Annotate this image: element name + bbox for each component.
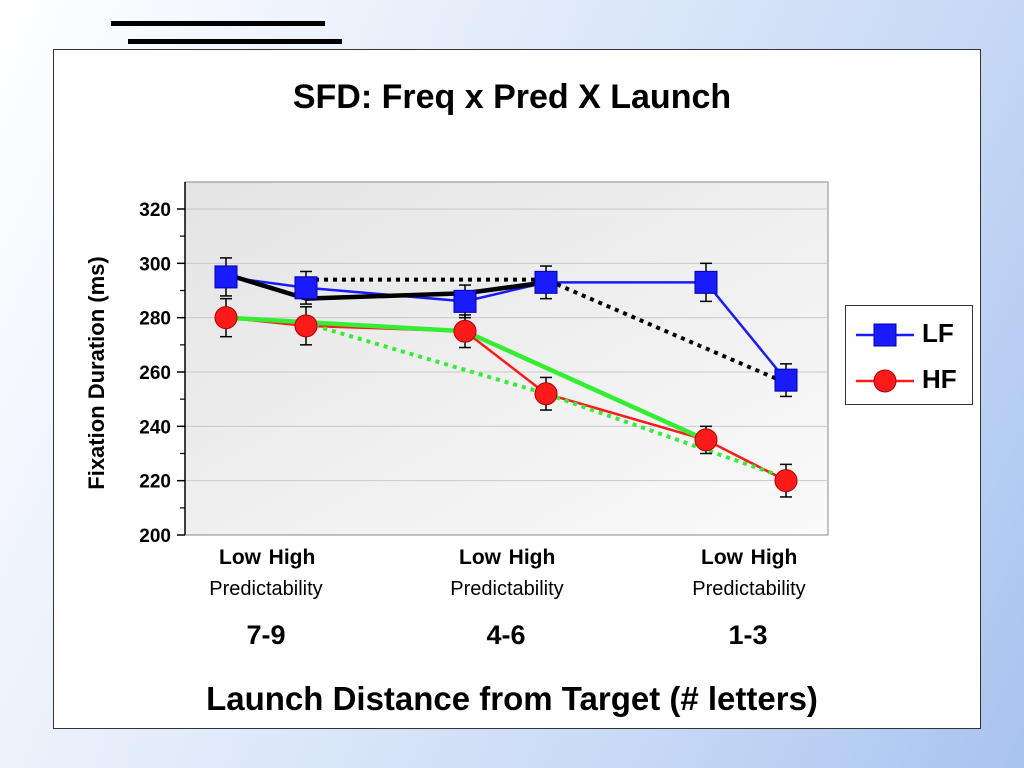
y-tick-label: 280 <box>139 309 171 330</box>
high-label: High <box>268 546 316 569</box>
fit-line-black-dotted <box>306 277 787 385</box>
y-tick-label: 240 <box>139 417 171 438</box>
legend-item-lf: LF <box>846 314 972 354</box>
data-point-hf <box>694 428 718 452</box>
data-point-lf <box>214 265 238 289</box>
data-point-hf <box>534 382 558 406</box>
data-point-lf <box>694 270 718 294</box>
group-2-pred-labels: Low High <box>431 546 581 570</box>
data-point-hf <box>294 314 318 338</box>
group-1-subtitle: Predictability <box>209 578 323 600</box>
data-point-lf <box>774 368 798 392</box>
data-point-hf <box>774 469 798 493</box>
y-tick-label: 220 <box>139 472 171 493</box>
series-line-lf <box>225 275 787 381</box>
legend-label-lf: LF <box>922 318 954 348</box>
decorative-rule-1 <box>111 21 325 26</box>
chart-title: SFD: Freq x Pred X Launch <box>292 78 732 116</box>
y-tick-label: 300 <box>139 254 171 275</box>
y-tick-label: 320 <box>139 200 171 221</box>
y-tick-label: 260 <box>139 363 171 384</box>
group-1-pred-labels: Low High <box>191 546 341 570</box>
y-tick-label: 200 <box>139 526 171 547</box>
legend-circle-marker-icon <box>856 369 914 393</box>
group-1-distance: 7-9 <box>246 620 286 650</box>
group-3-pred-labels: Low High <box>673 546 823 570</box>
data-point-lf <box>453 289 477 313</box>
group-3-distance: 1-3 <box>728 620 768 650</box>
fit-line-black-solid <box>225 272 547 301</box>
low-label: Low <box>459 546 501 569</box>
decorative-rule-2 <box>128 39 342 44</box>
fit-line-green-dotted <box>305 321 787 480</box>
series-line-hf <box>225 316 787 482</box>
group-3-subtitle: Predictability <box>692 578 806 600</box>
high-label: High <box>508 546 556 569</box>
x-axis-label: Launch Distance from Target (# letters) <box>206 680 818 717</box>
legend-label-hf: HF <box>922 364 957 394</box>
data-point-hf <box>214 306 238 330</box>
group-2-subtitle: Predictability <box>450 578 564 600</box>
legend: LF HF <box>845 305 973 405</box>
low-label: Low <box>219 546 261 569</box>
data-point-lf <box>294 276 318 300</box>
group-2-distance: 4-6 <box>486 620 526 650</box>
legend-square-marker-icon <box>856 323 914 347</box>
legend-item-hf: HF <box>846 360 972 400</box>
high-label: High <box>750 546 798 569</box>
data-point-lf <box>534 270 558 294</box>
low-label: Low <box>701 546 743 569</box>
data-point-hf <box>453 319 477 343</box>
